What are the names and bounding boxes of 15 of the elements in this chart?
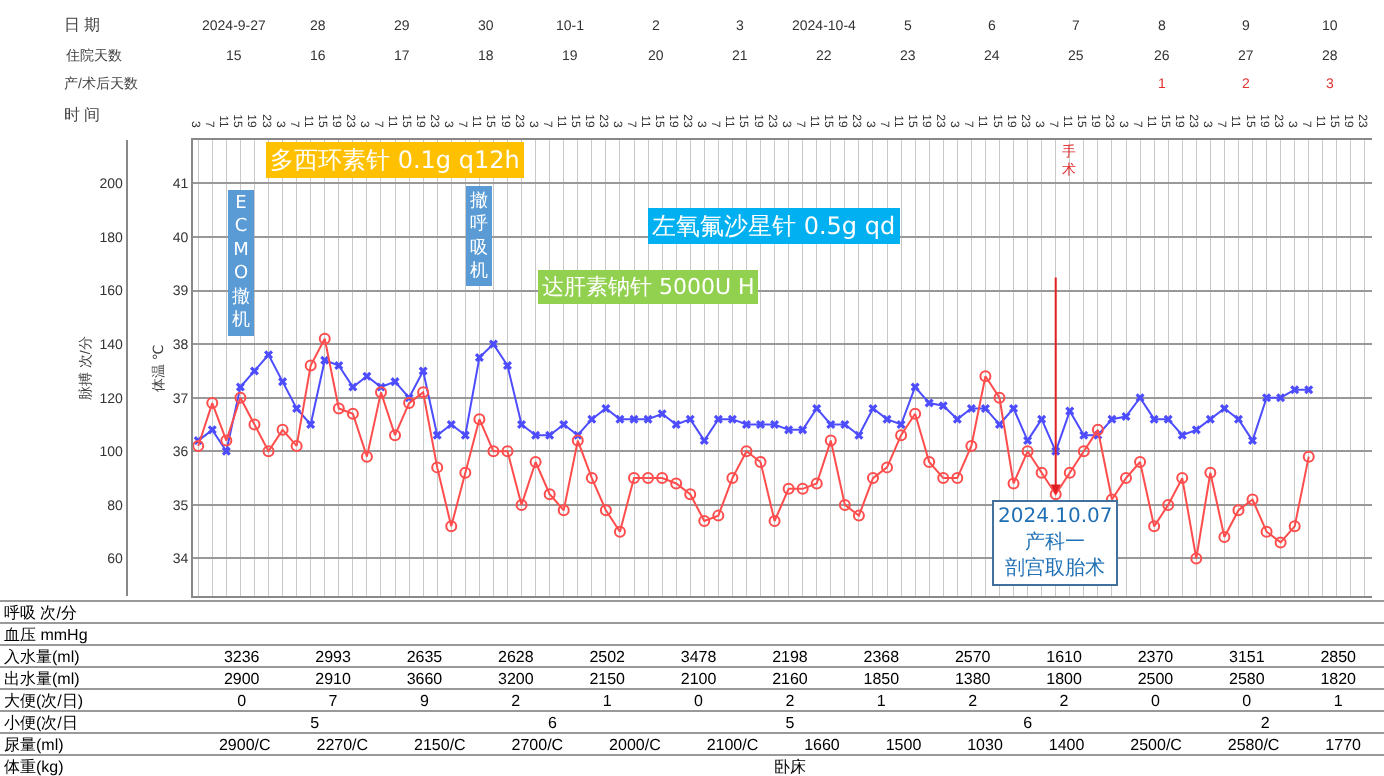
text: 出水量(ml) 2900 2910 3660 3200 2150 2100 2160 1850 1380 1800 2500 2580 1820 [4,670,1356,688]
annotation: 达肝素钠针 5000U H [542,274,755,300]
text: 入水量(ml) 3236 2993 2635 2628 2502 3478 2198 2368 2570 1610 2370 3151 2850 [4,648,1356,666]
text: 血压 mmHg [2,624,90,644]
annotation: 2024.10.07产科一剖宫取胎术 [998,506,1113,580]
text: 尿量(ml) 2900/C 2270/C 2150/C 2700/C 2000/C 2100/C 1660 1500 1030 1400 2500/C 2580/C 1770 [4,736,1361,754]
annotation: ECMO撤机 [232,194,250,331]
text: 小便(次/日 5 6 5 6 2 [4,714,1270,732]
x-axis-title: 时 间 [64,106,101,124]
annotation: 多西环素针 0.1g q12h [270,146,520,174]
text: 体重(kg) 卧床 [4,758,806,776]
annotation: 左氧氟沙星针 0.5g qd [652,212,896,240]
annotation: 撤呼吸机 [470,190,488,283]
text: 大便(次/日) 0 7 9 2 1 0 2 1 2 2 0 0 1 [4,692,1343,710]
text: 呼吸 次/分 [2,602,79,622]
